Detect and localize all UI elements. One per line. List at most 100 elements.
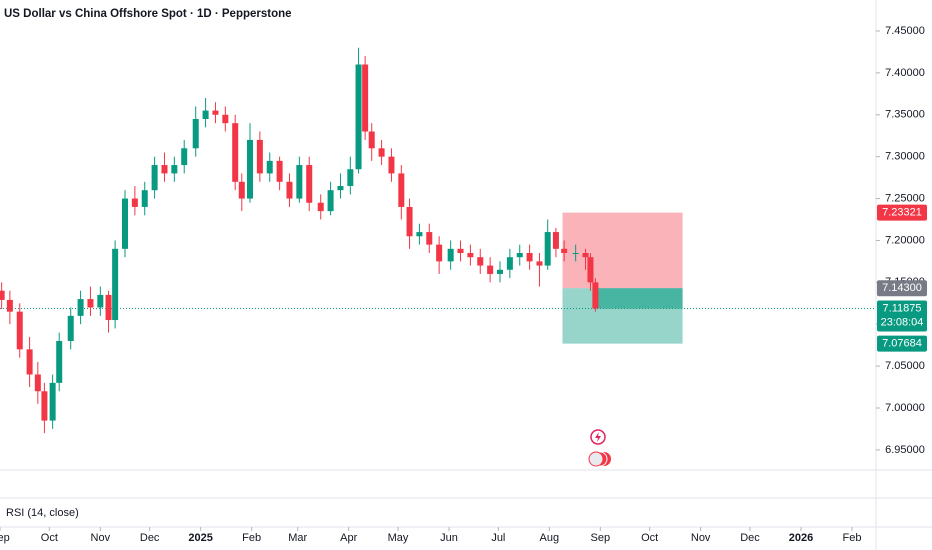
candle xyxy=(337,173,344,199)
candle-body xyxy=(26,349,33,375)
candle-body xyxy=(112,248,119,321)
candle-body xyxy=(572,253,579,255)
x-tick-label: Feb xyxy=(242,532,261,544)
candle xyxy=(582,248,589,270)
x-tick-label: Aug xyxy=(540,532,560,544)
candle-body xyxy=(87,299,94,308)
candle xyxy=(222,106,229,132)
candle xyxy=(347,156,354,195)
candle-body xyxy=(416,232,423,237)
candle xyxy=(105,290,112,333)
candle-body xyxy=(378,148,385,157)
candle-body xyxy=(238,181,245,199)
y-tick-label: 7.35000 xyxy=(885,109,925,121)
candle-body xyxy=(171,165,178,174)
candle-body xyxy=(368,131,375,149)
candle-body xyxy=(181,148,188,166)
candle xyxy=(362,56,369,140)
x-tick-label: Mar xyxy=(288,532,307,544)
x-tick-label: Dec xyxy=(140,532,160,544)
candle xyxy=(266,152,273,182)
candle xyxy=(6,290,13,325)
candle-body xyxy=(77,299,84,316)
x-tick-label: Oct xyxy=(41,532,58,544)
x-tick-label: Nov xyxy=(91,532,111,544)
candle xyxy=(122,190,128,258)
candle xyxy=(406,198,413,249)
candle-body xyxy=(487,265,494,274)
candle-body xyxy=(457,248,464,254)
candle-body xyxy=(0,290,5,300)
last-price-tag: 7.11875 xyxy=(883,302,922,314)
indicator-label: RSI (14, close) xyxy=(6,507,79,519)
candle-body xyxy=(347,169,354,186)
candle xyxy=(368,123,375,161)
stop-price-tag-bg xyxy=(877,204,927,221)
target-price-tag: 7.07684 xyxy=(882,338,922,350)
candle-body xyxy=(122,198,128,249)
candle xyxy=(526,244,533,270)
candle-body xyxy=(526,253,533,262)
candle xyxy=(171,156,178,182)
candle xyxy=(327,181,334,216)
candle xyxy=(87,286,94,316)
candle xyxy=(552,227,559,258)
candle xyxy=(202,98,209,128)
entry-price-tag: 7.14300 xyxy=(882,282,922,294)
y-tick-label: 7.20000 xyxy=(885,234,925,246)
candle xyxy=(416,223,423,245)
candle-body xyxy=(256,139,263,174)
candle-body xyxy=(362,64,369,132)
candle xyxy=(56,332,63,392)
candle xyxy=(477,248,484,274)
candle-body xyxy=(327,190,334,212)
candle xyxy=(516,244,523,266)
candle-body xyxy=(467,253,474,258)
candle xyxy=(467,244,474,266)
candle xyxy=(34,361,41,404)
y-tick-label: 7.25000 xyxy=(885,192,925,204)
candle-body xyxy=(56,340,63,383)
y-tick-label: 7.45000 xyxy=(885,25,925,37)
candle xyxy=(457,240,464,262)
x-tick-label: Apr xyxy=(340,532,357,544)
event-icon[interactable] xyxy=(588,451,604,467)
stop-zone xyxy=(562,212,683,289)
chart-title: US Dollar vs China Offshore Spot · 1D · … xyxy=(4,8,292,20)
candle xyxy=(355,47,362,174)
candle xyxy=(592,278,599,312)
candle xyxy=(436,236,443,274)
candle xyxy=(151,156,158,199)
candle-body xyxy=(544,232,551,266)
candle xyxy=(286,173,293,207)
candle-body xyxy=(516,253,523,258)
candle-body xyxy=(436,244,443,262)
candle xyxy=(192,106,199,157)
y-tick-label: 6.95000 xyxy=(885,444,925,456)
candle-body xyxy=(6,299,13,312)
x-tick-label: Jul xyxy=(491,532,505,544)
candle-body xyxy=(16,311,23,350)
candle xyxy=(41,382,48,434)
y-tick-label: 7.05000 xyxy=(885,360,925,372)
candle xyxy=(16,303,23,358)
x-tick-label: Jun xyxy=(440,532,458,544)
candle-body xyxy=(222,114,229,124)
candle-body xyxy=(406,206,413,237)
candle xyxy=(572,244,579,262)
candle xyxy=(141,181,148,216)
candle xyxy=(506,248,513,279)
candle xyxy=(26,336,33,388)
candle-body xyxy=(506,257,513,270)
candle-body xyxy=(552,232,559,249)
x-tick-label: 2026 xyxy=(789,532,813,544)
candle-body xyxy=(202,110,209,119)
y-tick-label: 7.30000 xyxy=(885,151,925,163)
candle-body xyxy=(41,391,48,421)
candle xyxy=(497,261,503,283)
candle-body xyxy=(192,118,199,149)
stop-price-tag: 7.23321 xyxy=(882,207,922,219)
candle-body xyxy=(587,257,594,283)
